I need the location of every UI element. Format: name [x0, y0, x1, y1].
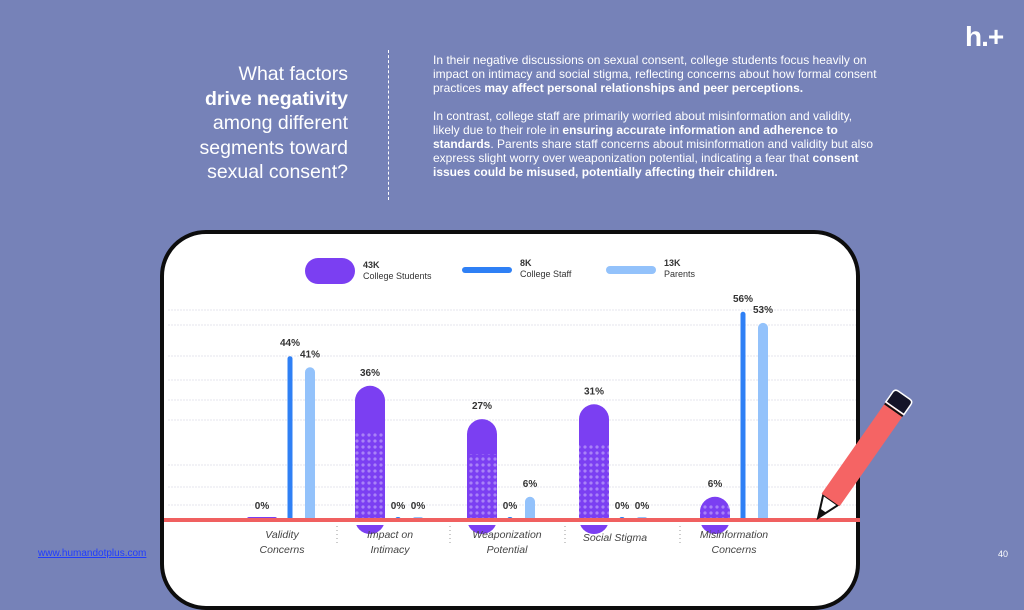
legend-swatch-students — [305, 258, 355, 284]
question-line: sexual consent? — [207, 161, 348, 183]
legend-item-parents: 13K Parents — [606, 258, 695, 280]
data-label: 56% — [733, 294, 753, 305]
website-link[interactable]: www.humandotplus.com — [38, 548, 147, 559]
legend-item-college-students: 43K College Students — [305, 258, 432, 284]
pencil-icon — [816, 389, 913, 521]
data-label: 53% — [753, 305, 773, 316]
data-label: 0% — [503, 501, 518, 512]
x-tick-label: Weaponization — [472, 529, 541, 541]
x-tick-label: Potential — [487, 544, 529, 556]
legend-label: Parents — [664, 269, 696, 279]
data-label: 44% — [280, 338, 300, 349]
data-label: 0% — [255, 501, 270, 512]
bar-parents — [525, 496, 535, 524]
legend-count: 43K — [363, 260, 380, 270]
dashed-divider — [388, 50, 389, 200]
bar-texture — [355, 432, 385, 519]
data-label: 6% — [523, 479, 538, 490]
question-line: among different — [212, 112, 348, 134]
x-tick-label: Impact on — [367, 529, 413, 541]
bar-parents — [305, 367, 315, 524]
data-label: 0% — [615, 501, 630, 512]
description: In their negative discussions on sexual … — [433, 53, 878, 193]
question-line: What factors — [238, 63, 348, 85]
bar-college-staff — [287, 356, 293, 522]
x-tick-label: Concerns — [260, 544, 306, 556]
legend-label: College Students — [363, 271, 432, 281]
legend-item-college-staff: 8K College Staff — [462, 258, 571, 280]
x-tick-label: Misinformation — [700, 529, 768, 541]
bar-texture — [579, 444, 609, 519]
bar-college-staff — [740, 311, 746, 522]
chart-legend: 43K College Students 8K College Staff 13K P… — [0, 258, 1024, 288]
x-tick-label: Intimacy — [370, 544, 410, 556]
x-tick-label: Social Stigma — [583, 532, 647, 544]
legend-count: 13K — [664, 258, 681, 268]
data-label: 36% — [360, 368, 380, 379]
data-label: 31% — [584, 386, 604, 397]
data-label: 6% — [708, 479, 723, 490]
legend-swatch-parents — [606, 266, 656, 274]
data-label: 27% — [472, 401, 492, 412]
bar-parents — [758, 322, 768, 524]
bar-texture — [700, 504, 730, 519]
brand-logo: h.+ — [965, 21, 1004, 52]
paragraph-1: In their negative discussions on sexual … — [433, 53, 877, 95]
bar-texture — [467, 454, 497, 519]
question-line: segments toward — [199, 136, 349, 159]
legend-count: 8K — [520, 258, 532, 268]
question-line-bold: drive negativity — [204, 87, 348, 110]
page-number: 40 — [998, 549, 1009, 559]
x-tick-label: Validity — [265, 529, 299, 541]
data-label: 0% — [635, 501, 650, 512]
bar-chart: 0% 36% 27% 31% 6% 44% 0% 0% 0% 56% 41% 0% 6% 0% 53% Va… — [164, 294, 860, 556]
legend-label: College Staff — [520, 269, 572, 279]
data-label: 41% — [300, 349, 320, 360]
data-label: 0% — [391, 501, 406, 512]
data-label: 0% — [411, 501, 426, 512]
legend-swatch-staff — [462, 267, 512, 273]
x-tick-label: Concerns — [712, 544, 758, 556]
question-heading: What factors drive negativity among diff… — [180, 62, 349, 185]
paragraph-2: In contrast, college staff are primarily… — [433, 109, 874, 179]
